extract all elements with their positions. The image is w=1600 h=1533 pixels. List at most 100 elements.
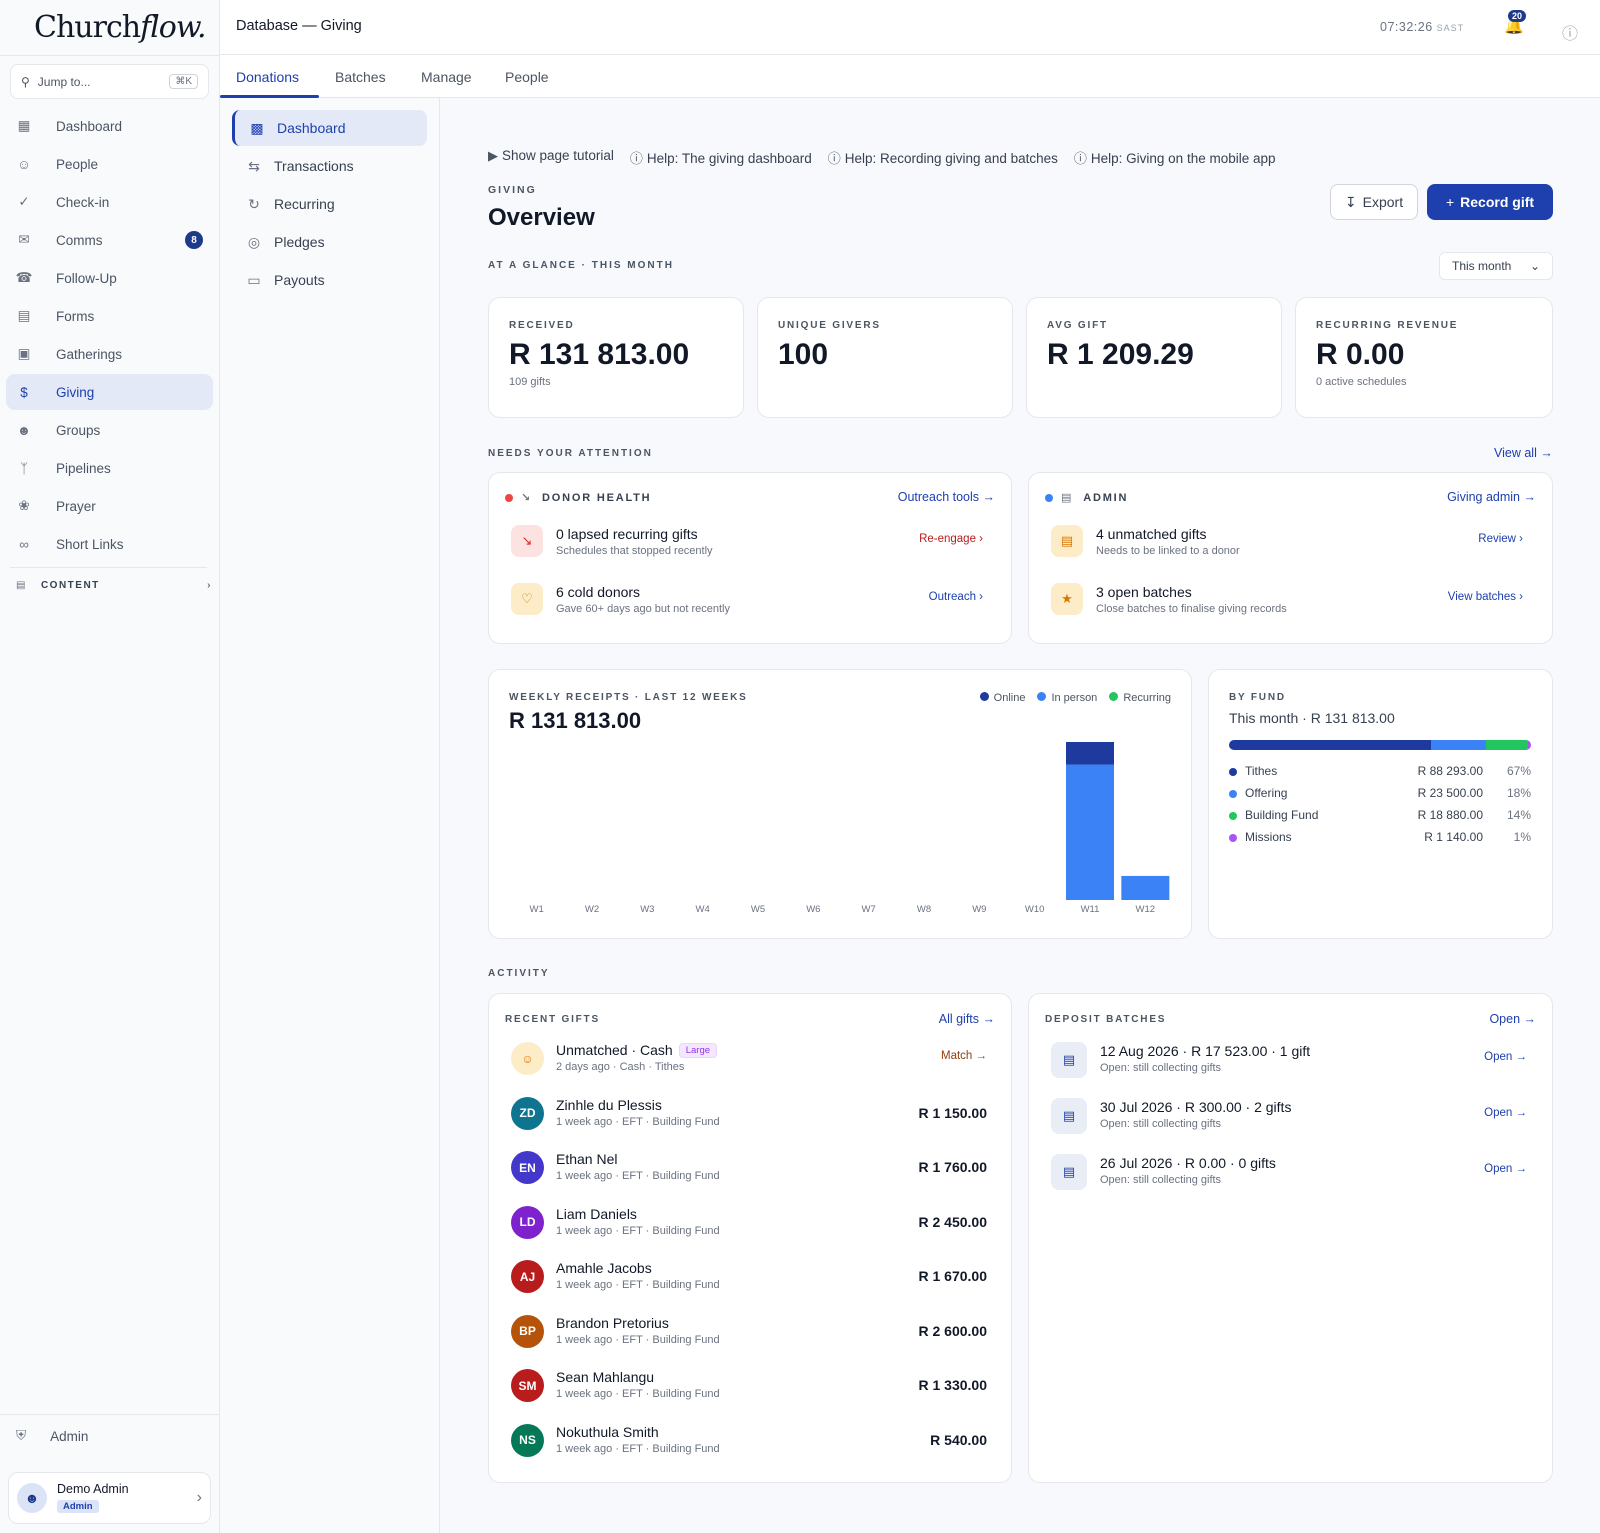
help-link-label: Help: Recording giving and batches	[844, 151, 1058, 166]
sidebar-item-comms[interactable]: ✉ Comms 8	[6, 222, 213, 258]
gift-meta: 1 week ago · EFT · Building Fund	[556, 1170, 720, 1182]
stat-label: UNIQUE GIVERS	[778, 320, 881, 331]
period-select[interactable]: This month ⌄	[1439, 252, 1553, 280]
stat-sub: 109 gifts	[509, 376, 551, 388]
subnav-item-pledges[interactable]: ◎ Pledges	[232, 224, 427, 260]
chevron-down-icon: ⌄	[1529, 259, 1540, 273]
card-title: ADMIN	[1083, 491, 1129, 504]
open-batches-link[interactable]: Open →	[1489, 1012, 1536, 1026]
content-section-label: CONTENT	[40, 580, 100, 591]
sidebar-item-groups[interactable]: ☻ Groups	[6, 412, 213, 448]
tab-people[interactable]: People	[505, 69, 549, 85]
attention-row-lapsed: ↘ 0 lapsed recurring gifts Schedules tha…	[511, 525, 983, 565]
donor-name: Nokuthula Smith	[556, 1423, 659, 1440]
view-batches-link[interactable]: View batches ›	[1447, 591, 1523, 603]
chart-kicker: WEEKLY RECEIPTS · LAST 12 WEEKS	[509, 692, 748, 703]
sidebar-item-people[interactable]: ☺ People	[6, 146, 213, 182]
help-link-dashboard[interactable]: ⓘ Help: The giving dashboard	[630, 148, 812, 167]
table-row[interactable]: NS Nokuthula Smith 1 week ago · EFT · Buil…	[511, 1423, 987, 1464]
jump-to-search[interactable]: ⚲ Jump to... ⌘K	[10, 64, 209, 99]
x-tick-label: W11	[1081, 904, 1100, 915]
stat-value: R 131 813.00	[509, 338, 690, 371]
help-link-recording[interactable]: ⓘ Help: Recording giving and batches	[828, 148, 1058, 167]
attention-row-cold-donors: ♡ 6 cold donors Gave 60+ days ago but no…	[511, 583, 983, 623]
sidebar-item-pipelines[interactable]: ᛉ Pipelines	[6, 450, 213, 486]
tab-donations[interactable]: Donations	[236, 69, 300, 85]
sidebar-item-admin[interactable]: ⛨ Admin	[16, 1428, 88, 1444]
table-row[interactable]: AJ Amahle Jacobs 1 week ago · EFT · Buildi…	[511, 1260, 987, 1300]
check-icon: ✓	[18, 194, 30, 209]
page-kicker: GIVING	[488, 184, 537, 196]
subnav-item-payouts[interactable]: ▭ Payouts	[232, 262, 427, 298]
giving-admin-link[interactable]: Giving admin →	[1447, 490, 1536, 504]
open-batch-link[interactable]: Open →	[1484, 1107, 1527, 1119]
help-link-tutorial[interactable]: ▶ Show page tutorial	[488, 148, 614, 167]
table-row[interactable]: LD Liam Daniels 1 week ago · EFT · Buildin…	[511, 1205, 987, 1246]
sidebar-item-short-links[interactable]: ∞ Short Links	[6, 526, 213, 562]
content-section-toggle[interactable]: ▤ CONTENT ›	[16, 580, 212, 591]
view-all-link[interactable]: View all →	[1494, 446, 1553, 460]
mail-icon: ✉	[18, 232, 30, 247]
sidebar-item-giving[interactable]: $ Giving	[6, 374, 213, 410]
export-button[interactable]: ↧ Export	[1330, 184, 1418, 220]
subnav-label: Payouts	[274, 272, 325, 288]
subnav-item-recurring[interactable]: ↻ Recurring	[232, 186, 427, 222]
table-row[interactable]: EN Ethan Nel 1 week ago · EFT · Building F…	[511, 1151, 987, 1191]
batch-status: Open: still collecting gifts	[1100, 1062, 1222, 1074]
people-icon: ☺	[17, 156, 31, 172]
legend-swatch	[1037, 692, 1047, 701]
review-link[interactable]: Review ›	[1478, 533, 1523, 545]
subnav-item-transactions[interactable]: ⇆ Transactions	[232, 148, 427, 184]
avatar-initials: NS	[519, 1433, 536, 1447]
match-link[interactable]: Match →	[940, 1050, 987, 1062]
batch-row[interactable]: ▤ 30 Jul 2026 · R 300.00 · 2 gifts Open: s…	[1051, 1098, 1527, 1138]
re-engage-link[interactable]: Re-engage ›	[919, 533, 983, 545]
bell-icon[interactable]: 🔔	[1504, 18, 1524, 35]
sidebar-item-prayer[interactable]: ❀ Prayer	[6, 488, 213, 524]
sidebar-item-dashboard[interactable]: ▦ Dashboard	[6, 108, 213, 144]
open-batch-link[interactable]: Open →	[1484, 1051, 1527, 1063]
logo[interactable]: Churchflow.	[34, 10, 206, 45]
outreach-tools-link[interactable]: Outreach tools →	[897, 490, 995, 504]
legend-in-person: In person	[1037, 692, 1097, 704]
sidebar-item-label: Comms	[56, 232, 103, 248]
x-tick-label: W8	[917, 904, 931, 915]
table-row[interactable]: SM Sean Mahlangu 1 week ago · EFT · Buildi…	[511, 1369, 987, 1409]
tab-batches[interactable]: Batches	[335, 69, 386, 85]
batch-row[interactable]: ▤ 26 Jul 2026 · R 0.00 · 0 gifts Open: sti…	[1051, 1154, 1527, 1194]
sidebar-item-gatherings[interactable]: ▣ Gatherings	[6, 336, 213, 372]
gift-row-unmatched[interactable]: ☺ Unmatched · Cash Large 2 days ago · Cash …	[511, 1042, 987, 1082]
user-meta: Demo Admin Admin	[57, 1482, 129, 1514]
legend-label: Recurring	[1123, 692, 1171, 704]
outreach-link[interactable]: Outreach ›	[928, 591, 983, 603]
open-batch-link[interactable]: Open →	[1484, 1163, 1527, 1175]
sidebar-item-forms[interactable]: ▤ Forms	[6, 298, 213, 334]
unknown-user-icon: ☺	[511, 1042, 544, 1075]
table-row[interactable]: BP Brandon Pretorius 1 week ago · EFT · Bu…	[511, 1314, 987, 1355]
sidebar-item-follow-up[interactable]: ☎ Follow-Up	[6, 260, 213, 296]
user-menu[interactable]: ☻ Demo Admin Admin ›	[8, 1472, 211, 1524]
row-title: 3 open batches	[1096, 584, 1192, 600]
donor-name: Amahle Jacobs	[556, 1260, 652, 1276]
help-link-mobile[interactable]: ⓘ Help: Giving on the mobile app	[1074, 148, 1276, 167]
gift-meta: 1 week ago · EFT · Building Fund	[556, 1388, 720, 1400]
sidebar-item-check-in[interactable]: ✓ Check-in	[6, 184, 213, 220]
avatar: ZD	[511, 1096, 544, 1130]
all-gifts-link[interactable]: All gifts →	[938, 1012, 995, 1026]
play-icon: ▶	[488, 148, 498, 163]
top-bar: Database — Giving 07:32:26 SAST 🔔 20 ⓘ	[220, 0, 1600, 55]
table-row[interactable]: ZD Zinhle du Plessis 1 week ago · EFT · Bu…	[511, 1096, 987, 1137]
stat-card-unique-givers: UNIQUE GIVERS 100	[757, 297, 1013, 418]
x-tick-label: W9	[972, 904, 986, 915]
sidebar-item-label: People	[56, 156, 99, 172]
record-gift-button[interactable]: + Record gift	[1427, 184, 1553, 220]
tab-manage[interactable]: Manage	[421, 69, 472, 85]
subnav-item-dashboard[interactable]: ▩ Dashboard	[232, 110, 427, 146]
help-circle-icon[interactable]: ⓘ	[1562, 26, 1579, 43]
legend-label: Online	[993, 692, 1026, 704]
batch-row[interactable]: ▤ 12 Aug 2026 · R 17 523.00 · 1 gift Open:…	[1051, 1042, 1527, 1082]
sidebar: Churchflow. ⚲ Jump to... ⌘K ▦ Dashboard ☺…	[0, 0, 220, 1533]
row-title: 0 lapsed recurring gifts	[556, 526, 698, 542]
gift-amount: R 540.00	[930, 1431, 987, 1448]
comms-count-badge: 8	[185, 231, 203, 249]
